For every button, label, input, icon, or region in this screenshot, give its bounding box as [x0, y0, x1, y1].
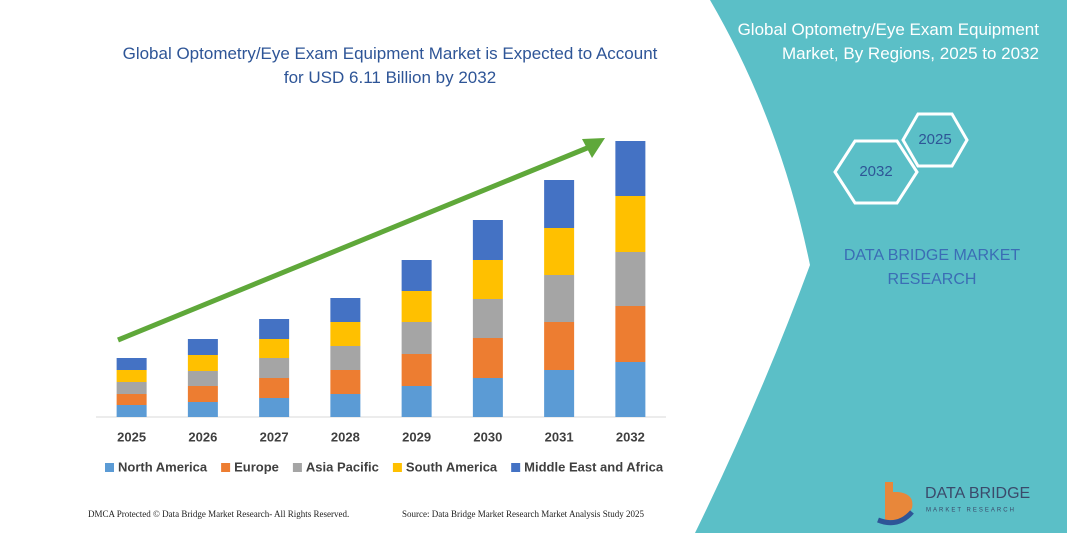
bar-segment	[401, 291, 432, 322]
bar-segment	[615, 252, 646, 306]
legend-label: Asia Pacific	[306, 459, 379, 474]
trend-arrow	[117, 143, 593, 343]
hex-label: 2032	[859, 163, 892, 180]
bar-segment	[544, 370, 575, 417]
logo-icon	[877, 510, 914, 526]
bar-segment	[401, 354, 432, 386]
bar-segment	[116, 394, 147, 405]
logo-tagline: MARKET RESEARCH	[926, 508, 1016, 514]
legend-swatch	[221, 463, 231, 472]
legend-label: Middle East and Africa	[524, 459, 664, 474]
bar-segment	[472, 338, 503, 378]
x-tick-label: 2030	[473, 429, 502, 444]
bar-segment	[259, 319, 290, 339]
bar-segment	[116, 382, 147, 394]
bar-segment	[187, 386, 218, 402]
bar-segment	[544, 275, 575, 322]
bar-segment	[401, 322, 432, 354]
bar-segment	[544, 180, 575, 228]
panel-title: Global Optometry/Eye Exam Equipment Mark…	[737, 20, 1039, 63]
logo-text: DATA BRIDGE	[925, 485, 1030, 502]
hexagon	[901, 112, 969, 168]
legend-label: South America	[406, 459, 498, 474]
x-tick-label: 2029	[402, 429, 431, 444]
bar-segment	[615, 362, 646, 417]
hexagon	[833, 139, 919, 205]
x-tick-label: 2026	[188, 429, 217, 444]
hex-label: 2025	[918, 131, 951, 148]
bar-segment	[187, 371, 218, 386]
footer-text: DMCA Protected © Data Bridge Market Rese…	[88, 509, 349, 519]
bar-segment	[259, 398, 290, 417]
bar-segment	[615, 141, 646, 196]
arrow-head	[582, 138, 605, 158]
footer-text: Source: Data Bridge Market Research Mark…	[402, 509, 644, 519]
legend-swatch	[511, 463, 521, 472]
bar-segment	[330, 322, 361, 346]
bar-segment	[472, 299, 503, 338]
bar-segment	[116, 370, 147, 382]
brand-text: DATA BRIDGE MARKET RESEARCH	[843, 247, 1021, 288]
bar-segment	[472, 220, 503, 260]
bar-segment	[544, 322, 575, 370]
bar-segment	[615, 196, 646, 252]
side-panel	[695, 0, 1067, 533]
x-tick-label: 2031	[545, 429, 574, 444]
bar-segment	[330, 298, 361, 322]
bar-segment	[401, 260, 432, 291]
bar-segment	[259, 339, 290, 358]
bar-segment	[330, 346, 361, 370]
legend-swatch	[105, 463, 114, 472]
legend-swatch	[292, 463, 302, 472]
logo-icon	[885, 482, 913, 521]
x-tick-label: 2028	[331, 429, 360, 444]
x-tick-label: 2027	[260, 429, 289, 444]
bar-segment	[187, 402, 218, 417]
chart-title: Global Optometry/Eye Exam Equipment Mark…	[122, 44, 658, 87]
bar-segment	[116, 358, 147, 370]
x-tick-label: 2025	[117, 429, 146, 444]
bar-segment	[187, 339, 218, 355]
x-tick-label: 2032	[616, 429, 645, 444]
bar-segment	[330, 370, 361, 394]
bar-segment	[401, 386, 432, 417]
bar-segment	[615, 306, 646, 362]
legend-label: Europe	[234, 459, 279, 474]
bar-segment	[472, 378, 503, 417]
bar-segment	[259, 358, 290, 378]
bar-segment	[472, 260, 503, 299]
legend-swatch	[392, 463, 402, 472]
bar-segment	[259, 378, 290, 398]
bar-segment	[187, 355, 218, 371]
bar-segment	[116, 405, 147, 417]
bar-segment	[544, 228, 575, 275]
legend-label: North America	[118, 459, 208, 474]
bar-segment	[330, 394, 361, 417]
